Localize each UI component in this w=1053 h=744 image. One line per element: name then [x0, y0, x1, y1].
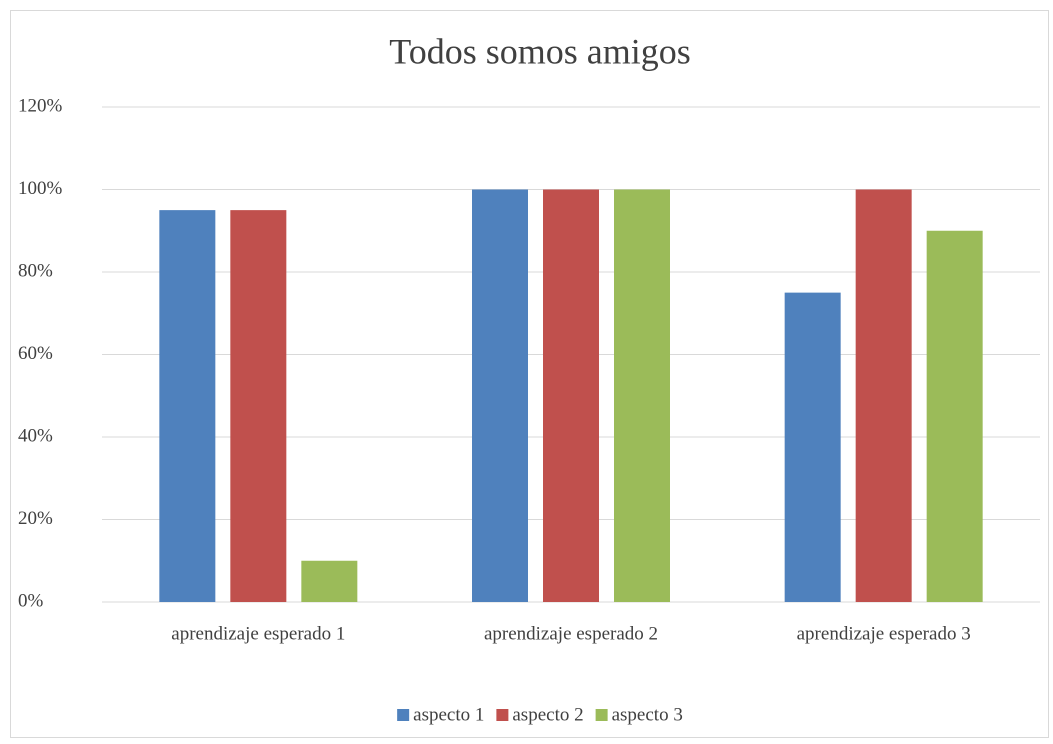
y-tick-label: 100% — [18, 178, 63, 199]
legend-label: aspecto 3 — [612, 704, 683, 725]
bar — [230, 210, 287, 602]
bar — [472, 189, 528, 602]
chart-title: Todos somos amigos — [389, 31, 691, 71]
legend-swatch — [496, 709, 509, 721]
bar — [543, 189, 599, 602]
y-tick-label: 40% — [18, 425, 53, 446]
legend-swatch — [397, 709, 410, 721]
bar — [159, 210, 216, 602]
x-tick-label: aprendizaje esperado 1 — [171, 623, 345, 644]
y-tick-label: 120% — [18, 95, 63, 116]
legend-label: aspecto 2 — [512, 704, 583, 725]
x-tick-label: aprendizaje esperado 2 — [484, 623, 658, 644]
y-tick-label: 0% — [18, 590, 44, 611]
x-tick-label: aprendizaje esperado 3 — [797, 623, 971, 644]
legend-label: aspecto 1 — [413, 704, 484, 725]
bar — [614, 189, 670, 602]
y-tick-label: 60% — [18, 343, 53, 364]
legend-swatch — [595, 709, 608, 721]
y-tick-label: 20% — [18, 508, 53, 529]
y-tick-label: 80% — [18, 260, 53, 281]
bar — [855, 189, 912, 602]
bar — [926, 230, 983, 602]
bar — [301, 560, 358, 602]
bar — [784, 292, 841, 602]
